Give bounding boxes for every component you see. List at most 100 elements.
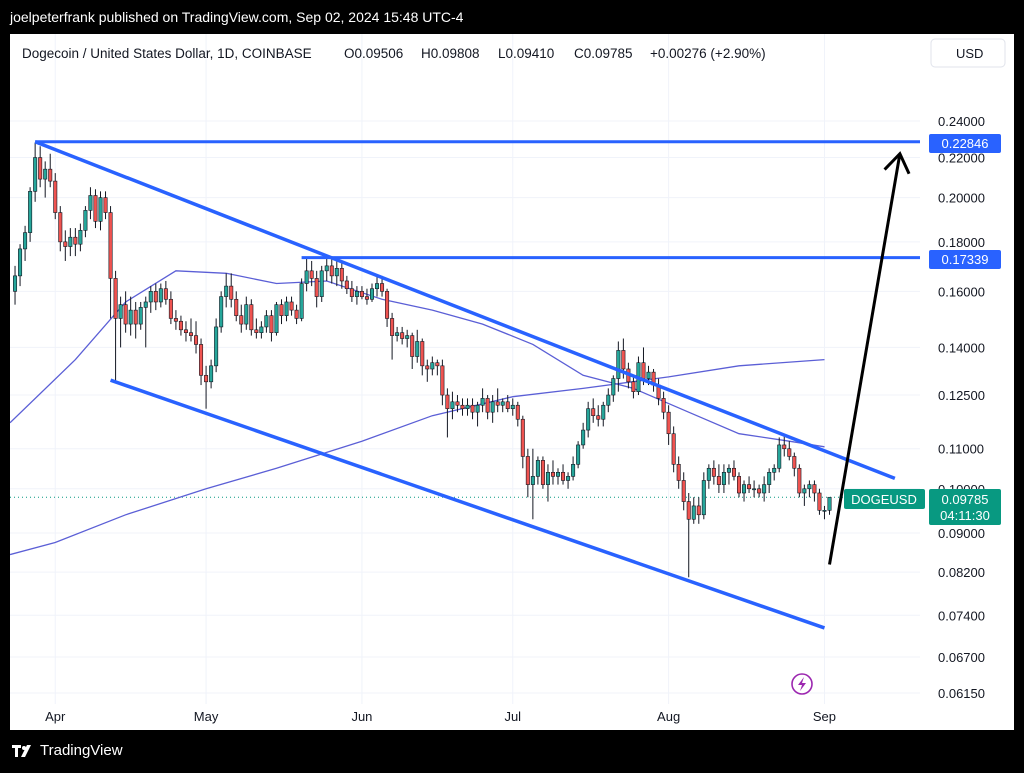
candle[interactable] xyxy=(807,480,812,498)
lightning-icon-bolt[interactable] xyxy=(798,677,806,691)
candle[interactable] xyxy=(480,388,485,413)
candle[interactable] xyxy=(178,315,183,336)
candle[interactable] xyxy=(299,278,304,322)
candle[interactable] xyxy=(797,464,802,498)
candle[interactable] xyxy=(118,296,123,348)
candle[interactable] xyxy=(53,173,58,220)
candle[interactable] xyxy=(460,398,465,416)
candle[interactable] xyxy=(334,260,339,287)
candle[interactable] xyxy=(465,398,470,416)
candle[interactable] xyxy=(767,468,772,494)
candle[interactable] xyxy=(525,448,530,498)
candle[interactable] xyxy=(701,472,706,520)
candle[interactable] xyxy=(802,484,807,506)
candle[interactable] xyxy=(757,484,762,498)
candle[interactable] xyxy=(510,398,515,416)
candle[interactable] xyxy=(43,161,48,198)
candle[interactable] xyxy=(726,464,731,485)
candle[interactable] xyxy=(490,395,495,423)
candle[interactable] xyxy=(405,329,410,348)
candle[interactable] xyxy=(706,464,711,489)
candle[interactable] xyxy=(596,405,601,427)
candle[interactable] xyxy=(48,153,53,188)
candle[interactable] xyxy=(696,497,701,524)
candle[interactable] xyxy=(88,187,93,220)
lightning-icon[interactable] xyxy=(791,673,813,695)
candle[interactable] xyxy=(822,505,827,520)
candle[interactable] xyxy=(264,310,269,333)
candle[interactable] xyxy=(219,291,224,333)
candle[interactable] xyxy=(787,441,792,461)
candle[interactable] xyxy=(214,318,219,373)
candle[interactable] xyxy=(204,365,209,409)
candle[interactable] xyxy=(495,388,500,413)
candle[interactable] xyxy=(777,437,782,473)
candle[interactable] xyxy=(455,395,460,413)
candle[interactable] xyxy=(375,275,380,297)
candle[interactable] xyxy=(611,375,616,402)
candle[interactable] xyxy=(385,288,390,327)
candle[interactable] xyxy=(344,275,349,294)
candle[interactable] xyxy=(586,401,591,438)
candle[interactable] xyxy=(545,464,550,502)
candle[interactable] xyxy=(199,338,204,386)
candle[interactable] xyxy=(244,296,249,330)
candle[interactable] xyxy=(425,359,430,382)
channel-trendline[interactable] xyxy=(109,378,826,630)
candle[interactable] xyxy=(591,398,596,423)
candle[interactable] xyxy=(686,493,691,578)
candle[interactable] xyxy=(304,258,309,292)
candle[interactable] xyxy=(812,480,817,502)
candle[interactable] xyxy=(18,244,23,287)
candle[interactable] xyxy=(676,456,681,489)
candle[interactable] xyxy=(505,395,510,413)
candle[interactable] xyxy=(68,228,73,257)
candle[interactable] xyxy=(83,206,88,238)
candle[interactable] xyxy=(721,464,726,494)
candle[interactable] xyxy=(13,265,18,305)
candle[interactable] xyxy=(430,356,435,376)
candle[interactable] xyxy=(415,329,420,363)
candle[interactable] xyxy=(324,256,329,281)
candle[interactable] xyxy=(234,291,239,322)
candle[interactable] xyxy=(475,401,480,427)
arrow-shaft[interactable] xyxy=(828,153,902,565)
chart-frame[interactable]: Dogecoin / United States Dollar, 1D, COI… xyxy=(9,34,1014,730)
candle[interactable] xyxy=(63,230,68,261)
candle[interactable] xyxy=(435,359,440,376)
candle[interactable] xyxy=(827,496,832,515)
candle[interactable] xyxy=(93,189,98,229)
candle[interactable] xyxy=(445,388,450,438)
candle[interactable] xyxy=(535,456,540,485)
candle[interactable] xyxy=(716,464,721,494)
candle[interactable] xyxy=(349,280,354,302)
price-chart[interactable]: Dogecoin / United States Dollar, 1D, COI… xyxy=(9,34,1014,730)
candle[interactable] xyxy=(294,304,299,325)
candle[interactable] xyxy=(73,228,78,257)
candle[interactable] xyxy=(188,318,193,342)
candle[interactable] xyxy=(98,191,103,231)
candle[interactable] xyxy=(289,296,294,316)
candle[interactable] xyxy=(400,326,405,345)
candle[interactable] xyxy=(440,359,445,406)
candle[interactable] xyxy=(319,265,324,302)
candle[interactable] xyxy=(224,273,229,308)
currency-button[interactable]: USD xyxy=(930,38,1006,68)
candle[interactable] xyxy=(651,368,656,392)
candle[interactable] xyxy=(540,456,545,489)
candle[interactable] xyxy=(616,341,621,392)
candle[interactable] xyxy=(339,260,344,289)
candle[interactable] xyxy=(209,359,214,389)
candle[interactable] xyxy=(58,206,63,252)
candle[interactable] xyxy=(681,472,686,511)
candle[interactable] xyxy=(631,375,636,399)
candle[interactable] xyxy=(747,476,752,494)
candle[interactable] xyxy=(364,288,369,305)
candle[interactable] xyxy=(737,472,742,498)
candle[interactable] xyxy=(148,286,153,313)
candle[interactable] xyxy=(133,301,138,339)
candle[interactable] xyxy=(108,206,113,319)
candle[interactable] xyxy=(410,332,415,369)
candle[interactable] xyxy=(782,433,787,457)
candle[interactable] xyxy=(656,378,661,406)
